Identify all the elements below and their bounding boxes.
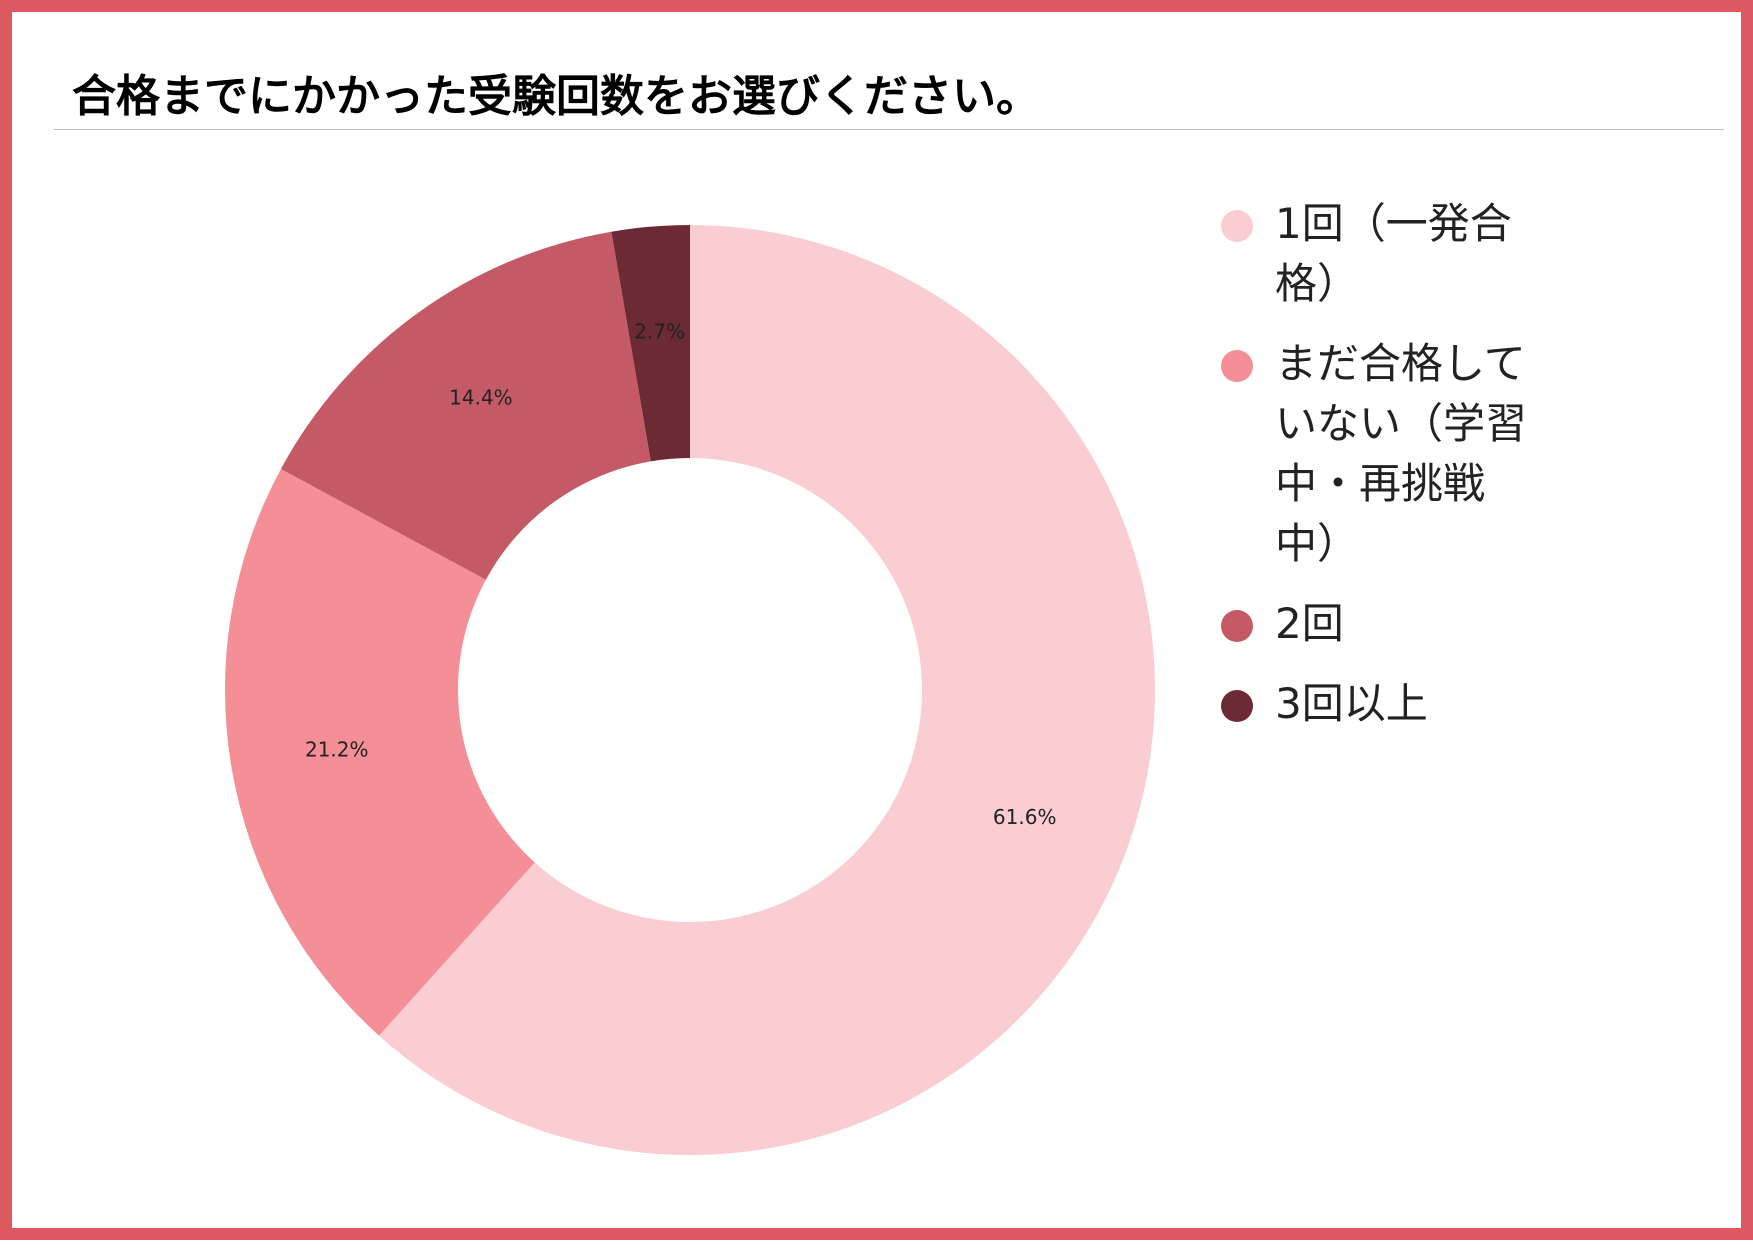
donut-slice-not-yet-passed xyxy=(224,468,535,1036)
data-label-first-attempt: 61.6% xyxy=(993,805,1057,829)
legend-marker-not-yet-passed xyxy=(1221,350,1253,382)
donut-slice-two-attempts xyxy=(280,231,651,580)
legend-label-not-yet-passed: まだ合格していない（学習中・再挑戦中） xyxy=(1275,339,1528,568)
data-label-not-yet-passed: 21.2% xyxy=(305,738,369,762)
legend-item-two-attempts: 2回 xyxy=(1217,594,1547,654)
legend-label-first-attempt: 1回（一発合格） xyxy=(1275,199,1512,308)
legend: 1回（一発合格） まだ合格していない（学習中・再挑戦中） 2回 3回以上 xyxy=(1217,194,1547,754)
data-label-two-attempts: 14.4% xyxy=(449,385,513,409)
donut-chart: 61.6% 21.2% 14.4% 2.7% xyxy=(224,225,1155,1156)
legend-item-first-attempt: 1回（一発合格） xyxy=(1217,194,1547,314)
legend-label-two-attempts: 2回 xyxy=(1275,599,1344,648)
title-divider xyxy=(54,129,1724,130)
legend-marker-two-attempts xyxy=(1221,610,1253,642)
donut-slice-first-attempt xyxy=(378,225,1155,1156)
legend-marker-three-or-more xyxy=(1221,690,1253,722)
donut-slice-three-or-more xyxy=(611,225,690,462)
data-label-three-or-more: 2.7% xyxy=(634,319,685,343)
legend-item-not-yet-passed: まだ合格していない（学習中・再挑戦中） xyxy=(1217,334,1547,574)
legend-marker-first-attempt xyxy=(1221,210,1253,242)
legend-item-three-or-more: 3回以上 xyxy=(1217,674,1547,734)
chart-title: 合格までにかかった受験回数をお選びください。 xyxy=(72,71,1040,122)
legend-label-three-or-more: 3回以上 xyxy=(1275,679,1428,728)
